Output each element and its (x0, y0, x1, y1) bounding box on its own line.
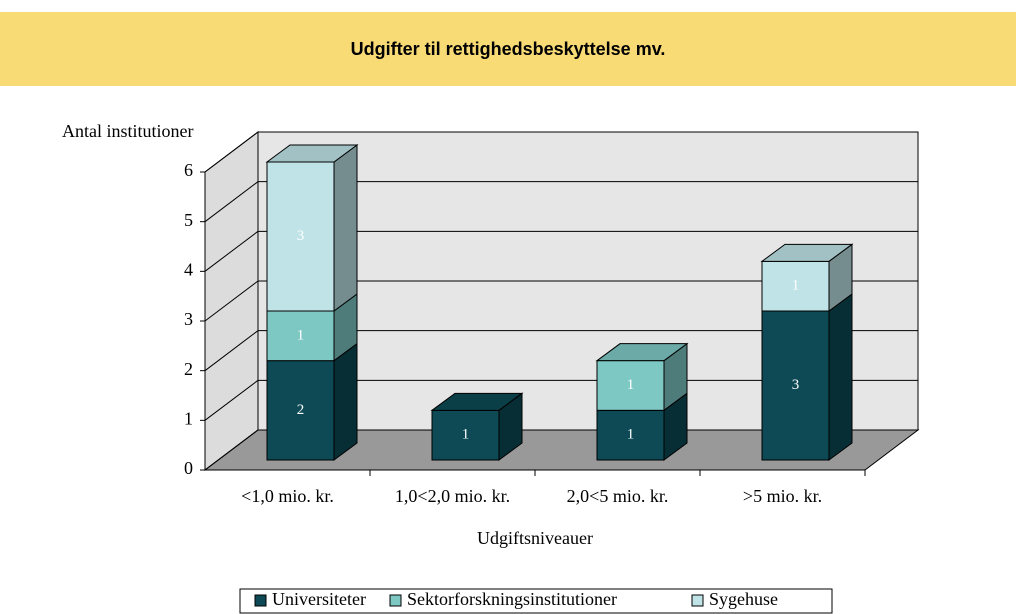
bar-side (333, 144, 358, 312)
grid-line (204, 429, 259, 471)
y-tick-label: 1 (184, 408, 193, 428)
legend-label: Sygehuse (709, 589, 778, 609)
title-banner (0, 12, 1016, 86)
x-tick-label: 1,0<2,0 mio. kr. (395, 486, 510, 506)
data-label: 1 (627, 377, 635, 393)
grid-line (204, 280, 259, 322)
legend-swatch (691, 594, 704, 607)
grid-line (204, 131, 259, 173)
data-label: 1 (297, 327, 305, 343)
legend-label: Sektorforskningsinstitutioner (407, 589, 617, 609)
y-tick-label: 4 (184, 259, 193, 279)
bar (266, 360, 335, 461)
legend-swatch (254, 594, 267, 607)
bar-top (265, 144, 359, 163)
grid-line (204, 330, 259, 372)
y-tick-label: 2 (184, 359, 193, 379)
bar-side (333, 342, 358, 461)
grid-line (204, 230, 259, 272)
data-label: 3 (792, 377, 800, 393)
bar (431, 409, 500, 461)
legend-swatch (389, 594, 402, 607)
y-tick-label: 3 (184, 309, 193, 329)
bar (596, 360, 665, 411)
bar (266, 310, 335, 362)
y-axis-label: Antal institutioner (62, 121, 193, 141)
bar (761, 260, 830, 312)
bar (266, 161, 335, 312)
legend-label: Universiteter (272, 589, 366, 609)
y-tick-label: 5 (184, 210, 193, 230)
data-label: 1 (462, 427, 470, 443)
x-tick-label: 2,0<5 mio. kr. (567, 486, 669, 506)
x-tick-label: <1,0 mio. kr. (241, 486, 334, 506)
data-label: 1 (627, 427, 635, 443)
legend-box (239, 588, 833, 614)
data-label: 2 (297, 402, 305, 418)
y-tick-label: 0 (184, 458, 193, 478)
bar (596, 409, 665, 461)
y-tick-label: 6 (184, 160, 193, 180)
x-axis-label: Udgiftsniveauer (477, 528, 593, 548)
grid-line (204, 379, 259, 421)
bar-top (595, 343, 689, 362)
bar-top (760, 243, 854, 262)
grid-line (204, 181, 259, 223)
chart-title: Udgifter til rettighedsbeskyttelse mv. (351, 39, 666, 59)
x-tick-label: >5 mio. kr. (743, 486, 822, 506)
data-label: 3 (297, 228, 305, 244)
bar-top (430, 392, 524, 411)
bar-side (828, 293, 853, 461)
data-label: 1 (792, 278, 800, 294)
bar (761, 310, 830, 461)
